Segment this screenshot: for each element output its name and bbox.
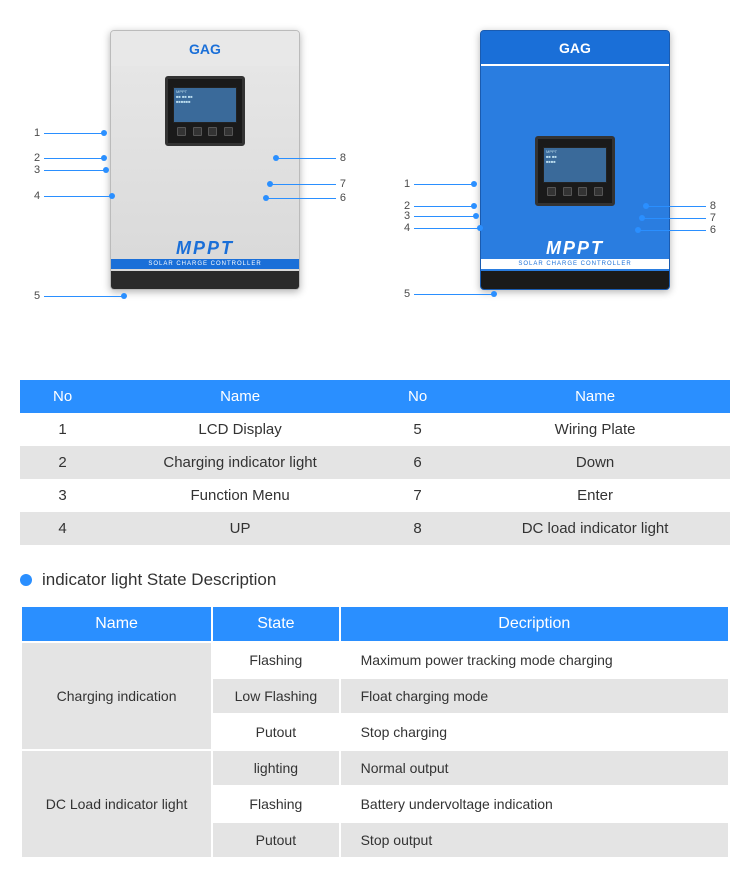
state-name-cell: Charging indication [21, 642, 212, 750]
button-row [168, 127, 242, 136]
product-diagrams: GAG MPPT■■ ■■ ■■■■■■■■ MPPT SOLAR CHARGE… [0, 0, 750, 370]
state-cell: lighting [212, 750, 339, 786]
state-cell: Low Flashing [212, 678, 339, 714]
parts-cell: Down [460, 446, 730, 479]
lcd-screen: MPPT■■ ■■ ■■■■■■■■ [173, 87, 237, 123]
lcd-panel: MPPT■■ ■■ ■■■■■■■■ [165, 76, 245, 146]
brand-logo: GAG [111, 31, 299, 66]
lcd-panel: MPPT■■ ■■■■■■ [535, 136, 615, 206]
device-blue: GAG MPPT■■ ■■■■■■ MPPT SOLAR CHARGE CONT… [480, 30, 670, 290]
state-name-cell: DC Load indicator light [21, 750, 212, 858]
parts-cell: 4 [20, 512, 105, 545]
bullet-icon [20, 574, 32, 586]
lcd-screen: MPPT■■ ■■■■■■ [543, 147, 607, 183]
description-cell: Stop output [340, 822, 729, 858]
parts-cell: Charging indicator light [105, 446, 375, 479]
parts-cell: Wiring Plate [460, 413, 730, 446]
parts-cell: 5 [375, 413, 460, 446]
section-title-text: indicator light State Description [42, 570, 276, 590]
callout-6: 6 [266, 192, 350, 204]
section-title: indicator light State Description [20, 570, 730, 590]
description-cell: Battery undervoltage indication [340, 786, 729, 822]
parts-cell: 3 [20, 479, 105, 512]
parts-cell: 8 [375, 512, 460, 545]
state-header: Decription [340, 606, 729, 642]
callout-8: 8 [276, 152, 350, 164]
callout-5: 5 [30, 290, 124, 302]
callout-2: 2 [30, 152, 104, 164]
callout-4: 4 [30, 190, 112, 202]
parts-cell: LCD Display [105, 413, 375, 446]
callout-1: 1 [30, 127, 104, 139]
callout-3: 3 [400, 210, 476, 222]
callout-7: 7 [270, 178, 350, 190]
parts-table: NoNameNoName 1LCD Display5Wiring Plate2C… [20, 380, 730, 545]
device-base [111, 271, 299, 289]
parts-cell: 1 [20, 413, 105, 446]
description-cell: Normal output [340, 750, 729, 786]
tables-section: NoNameNoName 1LCD Display5Wiring Plate2C… [0, 370, 750, 889]
state-cell: Putout [212, 822, 339, 858]
parts-cell: 2 [20, 446, 105, 479]
parts-cell: 7 [375, 479, 460, 512]
mppt-band: MPPT SOLAR CHARGE CONTROLLER [111, 238, 299, 269]
description-cell: Stop charging [340, 714, 729, 750]
parts-header: No [375, 380, 460, 413]
state-header: Name [21, 606, 212, 642]
parts-header: Name [105, 380, 375, 413]
state-cell: Flashing [212, 642, 339, 678]
parts-cell: DC load indicator light [460, 512, 730, 545]
callout-3: 3 [30, 164, 106, 176]
parts-cell: 6 [375, 446, 460, 479]
device-base [481, 271, 669, 289]
callout-8: 8 [646, 200, 720, 212]
parts-cell: UP [105, 512, 375, 545]
callout-4: 4 [400, 222, 480, 234]
callout-1: 1 [400, 178, 474, 190]
product-right: GAG MPPT■■ ■■■■■■ MPPT SOLAR CHARGE CONT… [390, 30, 730, 350]
state-header: State [212, 606, 339, 642]
state-cell: Putout [212, 714, 339, 750]
parts-header: No [20, 380, 105, 413]
state-cell: Flashing [212, 786, 339, 822]
callout-5: 5 [400, 288, 494, 300]
state-table: NameStateDecription Charging indicationF… [20, 605, 730, 859]
description-cell: Float charging mode [340, 678, 729, 714]
parts-cell: Function Menu [105, 479, 375, 512]
mppt-band: MPPT SOLAR CHARGE CONTROLLER [481, 238, 669, 269]
button-row [538, 187, 612, 196]
callout-7: 7 [642, 212, 720, 224]
brand-logo: GAG [481, 31, 669, 66]
device-silver: GAG MPPT■■ ■■ ■■■■■■■■ MPPT SOLAR CHARGE… [110, 30, 300, 290]
parts-header: Name [460, 380, 730, 413]
parts-cell: Enter [460, 479, 730, 512]
callout-6: 6 [638, 224, 720, 236]
product-left: GAG MPPT■■ ■■ ■■■■■■■■ MPPT SOLAR CHARGE… [20, 30, 360, 350]
description-cell: Maximum power tracking mode charging [340, 642, 729, 678]
